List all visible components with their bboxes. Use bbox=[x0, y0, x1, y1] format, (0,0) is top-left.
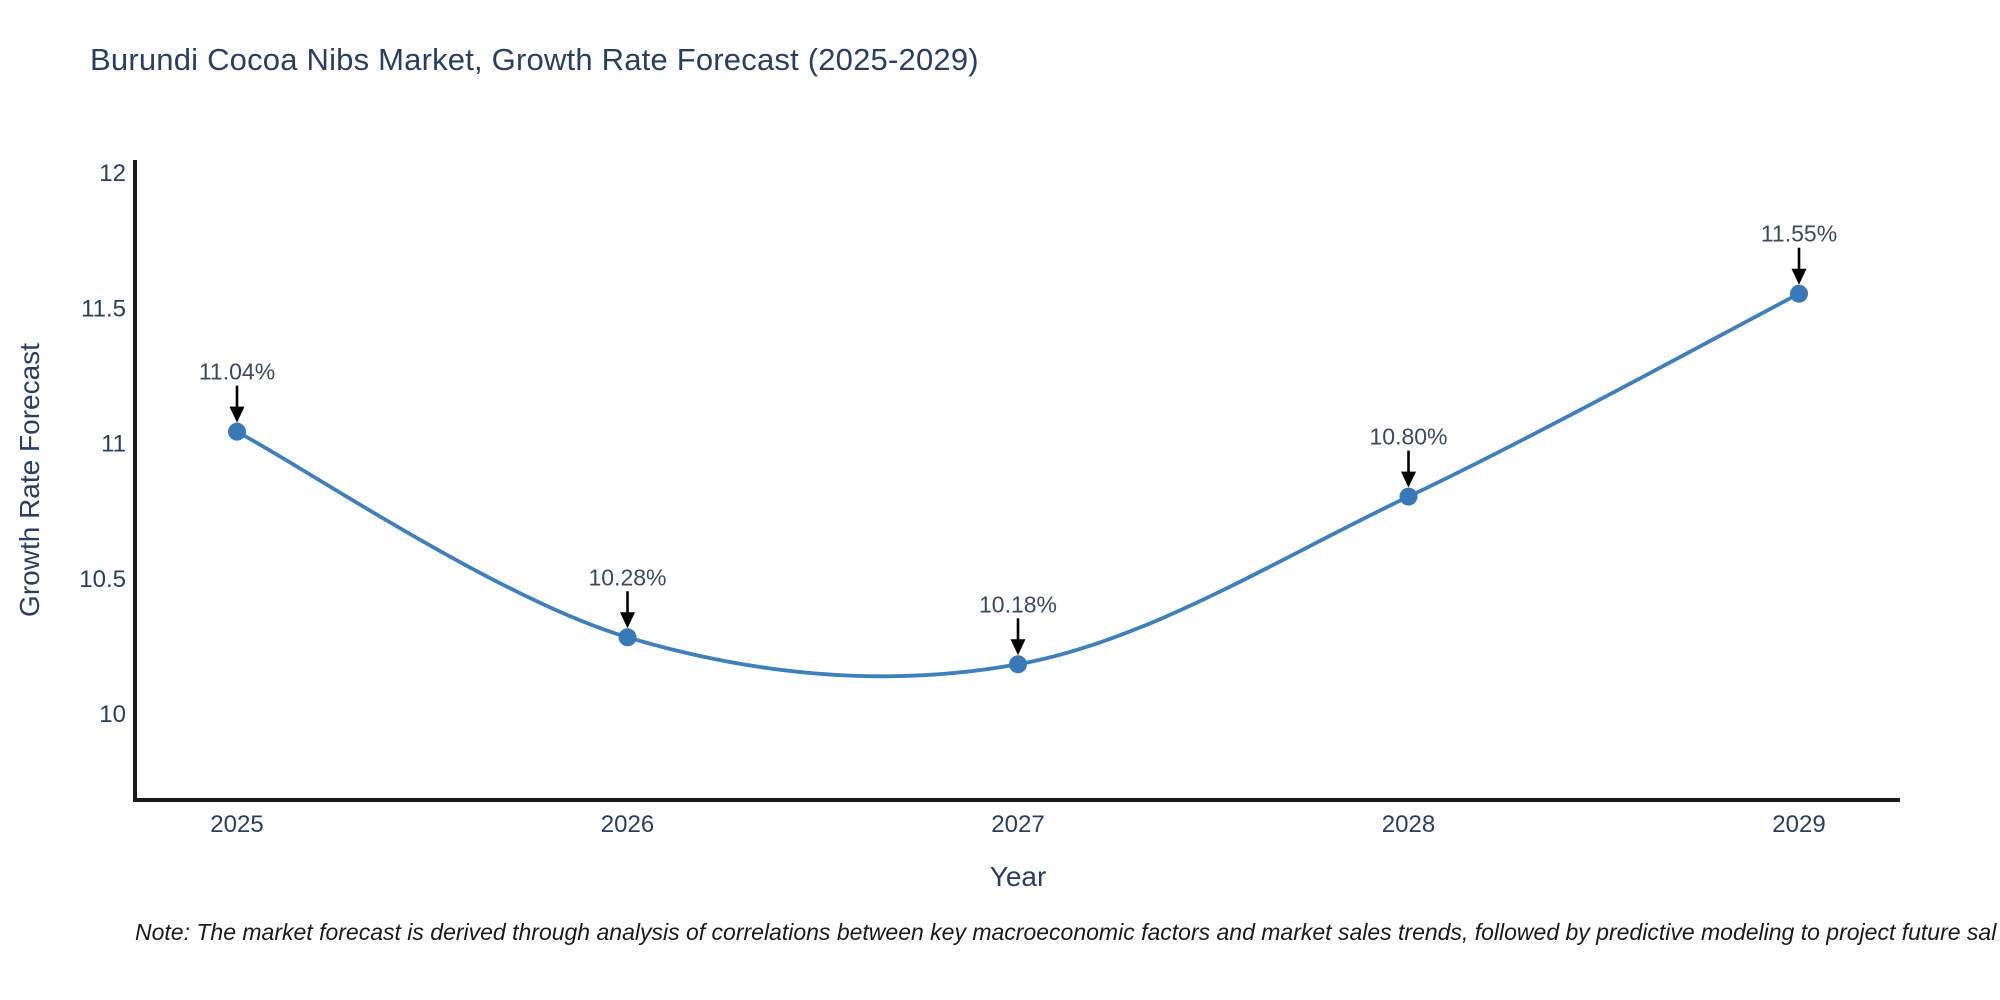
annotation-arrowhead bbox=[1791, 268, 1807, 285]
annotation-arrowhead bbox=[620, 612, 635, 629]
annotation-arrowhead bbox=[1010, 639, 1026, 656]
axis-lines bbox=[133, 160, 1900, 802]
data-point-marker bbox=[1790, 284, 1808, 303]
y-tick-label: 10.5 bbox=[79, 566, 126, 593]
y-tick-label: 10 bbox=[99, 701, 126, 728]
y-tick-label: 12 bbox=[99, 160, 126, 187]
x-tick-label: 2027 bbox=[991, 811, 1044, 838]
y-tick-label: 11 bbox=[101, 431, 126, 458]
x-axis-title: Year bbox=[989, 861, 1047, 892]
data-point-marker bbox=[1009, 655, 1027, 674]
data-point-label: 11.55% bbox=[1761, 221, 1837, 247]
data-point-label: 11.04% bbox=[199, 359, 275, 385]
data-point-label: 10.28% bbox=[588, 564, 666, 590]
y-tick-label: 11.5 bbox=[81, 295, 126, 322]
chart-title: Burundi Cocoa Nibs Market, Growth Rate F… bbox=[90, 42, 979, 77]
x-tick-label: 2026 bbox=[601, 811, 654, 838]
data-point-marker bbox=[618, 628, 637, 647]
footnote: Note: The market forecast is derived thr… bbox=[135, 919, 1997, 945]
x-tick-label: 2025 bbox=[210, 811, 263, 838]
annotation-arrowhead bbox=[1401, 471, 1416, 488]
x-tick-label: 2028 bbox=[1382, 811, 1435, 838]
data-point-marker bbox=[1399, 487, 1418, 506]
data-point-label: 10.18% bbox=[979, 591, 1057, 617]
x-tick-label: 2029 bbox=[1772, 811, 1825, 838]
data-point-marker bbox=[228, 422, 246, 441]
annotation-arrowhead bbox=[229, 406, 245, 423]
data-point-label: 10.80% bbox=[1369, 424, 1447, 450]
